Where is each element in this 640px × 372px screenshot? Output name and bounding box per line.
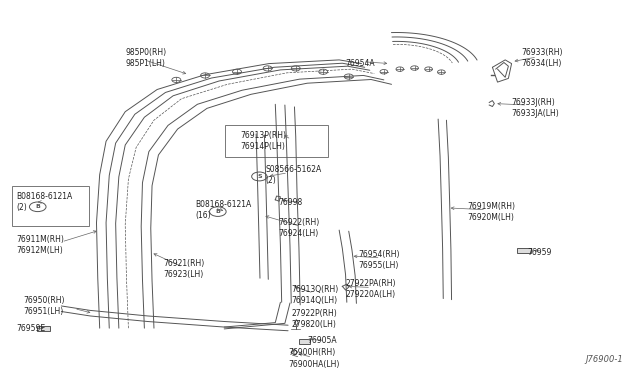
Text: S: S bbox=[257, 174, 262, 179]
Text: B: B bbox=[35, 204, 40, 209]
Text: 76905A: 76905A bbox=[307, 336, 337, 345]
Text: B: B bbox=[216, 209, 220, 214]
Text: 76933(RH)
76934(LH): 76933(RH) 76934(LH) bbox=[521, 48, 563, 68]
Text: 76913P(RH)
76914P(LH): 76913P(RH) 76914P(LH) bbox=[240, 131, 286, 151]
Text: 76933J(RH)
76933JA(LH): 76933J(RH) 76933JA(LH) bbox=[511, 98, 559, 118]
Text: B08168-6121A
(2): B08168-6121A (2) bbox=[17, 192, 73, 212]
Text: 76954(RH)
76955(LH): 76954(RH) 76955(LH) bbox=[358, 250, 400, 270]
Bar bbox=[37, 326, 50, 331]
Text: B08168-6121A
(16): B08168-6121A (16) bbox=[195, 200, 252, 220]
Text: 76959E: 76959E bbox=[17, 324, 46, 333]
Text: 27922P(RH)
279820(LH): 27922P(RH) 279820(LH) bbox=[291, 309, 337, 329]
Text: 76959: 76959 bbox=[527, 248, 552, 257]
Bar bbox=[299, 339, 310, 344]
Text: 76922(RH)
76924(LH): 76922(RH) 76924(LH) bbox=[278, 218, 320, 238]
Text: 76950(RH)
76951(LH): 76950(RH) 76951(LH) bbox=[23, 296, 65, 316]
Bar bbox=[517, 248, 531, 253]
Text: 76998: 76998 bbox=[278, 198, 303, 207]
Text: S08566-5162A
(2): S08566-5162A (2) bbox=[266, 164, 322, 185]
Text: 76921(RH)
76923(LH): 76921(RH) 76923(LH) bbox=[164, 259, 205, 279]
Text: 76919M(RH)
76920M(LH): 76919M(RH) 76920M(LH) bbox=[467, 202, 515, 222]
Text: J76900-1: J76900-1 bbox=[586, 355, 623, 364]
Text: 985P0(RH)
985P1(LH): 985P0(RH) 985P1(LH) bbox=[125, 48, 166, 68]
Text: 27922PA(RH)
279220A(LH): 27922PA(RH) 279220A(LH) bbox=[346, 279, 396, 299]
Text: 76913Q(RH)
76914Q(LH): 76913Q(RH) 76914Q(LH) bbox=[291, 285, 339, 305]
Text: 76911M(RH)
76912M(LH): 76911M(RH) 76912M(LH) bbox=[17, 235, 65, 255]
Text: 76954A: 76954A bbox=[346, 59, 375, 68]
Text: 76900H(RH)
76900HA(LH): 76900H(RH) 76900HA(LH) bbox=[288, 349, 339, 369]
